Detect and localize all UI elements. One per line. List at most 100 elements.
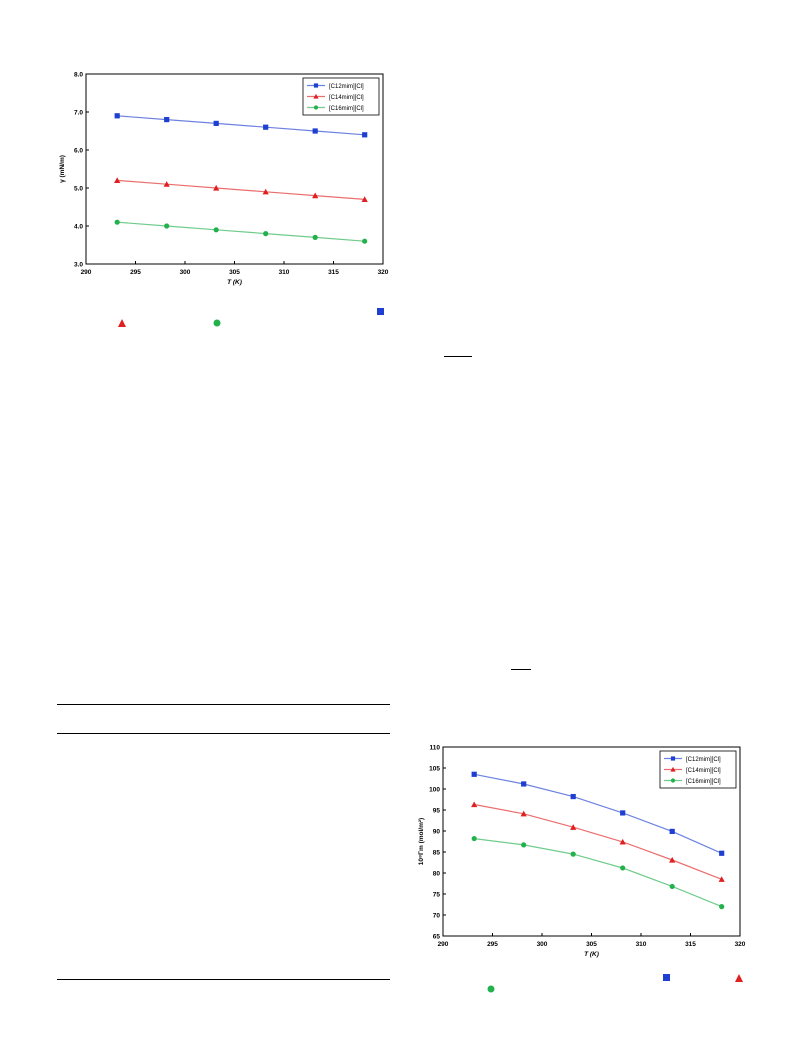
series-2 [471, 835, 725, 910]
series-0 [114, 113, 368, 138]
legend-marker [313, 105, 319, 110]
legend-marker [313, 83, 319, 88]
y-tick-label: 6.0 [74, 148, 83, 155]
series-2 [114, 219, 368, 244]
table-top-rule [57, 704, 390, 705]
x-tick-label: 315 [685, 941, 696, 948]
fraction-bar-2 [511, 669, 531, 670]
data-point [570, 824, 577, 830]
data-point [213, 120, 219, 126]
data-point [114, 219, 120, 225]
data-point [262, 188, 269, 195]
y-tick-label: 80 [433, 871, 441, 878]
y-tick-label: 65 [433, 934, 441, 941]
caption-triangle-icon-1 [118, 319, 126, 327]
data-point [361, 196, 368, 202]
data-point [114, 177, 121, 183]
data-point [719, 850, 725, 856]
data-point [620, 865, 626, 871]
legend-label: [C16mim][Cl] [329, 106, 364, 112]
caption-circle-icon-2 [487, 985, 495, 993]
y-tick-label: 85 [433, 850, 441, 857]
series-line [474, 773, 722, 854]
data-point [570, 793, 576, 800]
y-axis-label: 10⁸Γm (mol/m²) [418, 818, 425, 865]
y-tick-label: 70 [433, 913, 441, 920]
series-1 [114, 177, 368, 202]
data-point [164, 223, 170, 229]
y-tick-label: 8.0 [74, 72, 83, 79]
x-tick-label: 315 [328, 269, 339, 276]
series-1 [471, 801, 725, 882]
data-point [718, 876, 725, 882]
data-point [521, 842, 527, 848]
y-tick-label: 75 [433, 892, 441, 899]
caption-triangle-icon-2 [735, 974, 743, 982]
data-point [471, 801, 478, 808]
legend-marker [670, 756, 676, 761]
y-tick-label: 4.0 [74, 224, 83, 231]
data-point [521, 781, 527, 787]
data-point [362, 132, 368, 138]
data-point [719, 904, 725, 910]
series-line [474, 803, 722, 880]
y-tick-label: 7.0 [74, 110, 83, 117]
y-tick-label: 105 [429, 766, 440, 773]
series-line [117, 179, 365, 200]
y-tick-label: 110 [430, 745, 441, 752]
legend-marker [313, 93, 319, 99]
data-point [471, 835, 477, 842]
x-tick-label: 300 [180, 269, 191, 276]
y-tick-label: 5.0 [74, 186, 83, 193]
caption-circle-icon-1 [213, 319, 221, 327]
legend: [C12mim][Cl] [C14mim][Cl] [C16mim][Cl] [659, 750, 737, 789]
legend-label: [C12mim][Cl] [686, 757, 721, 763]
data-point [620, 810, 626, 816]
series-line [474, 838, 722, 908]
legend: [C12mim][Cl] [C14mim][Cl] [C16mim][Cl] [302, 77, 380, 116]
y-tick-label: 95 [433, 808, 441, 815]
data-point [312, 128, 318, 134]
x-tick-label: 290 [438, 941, 449, 948]
x-tick-label: 320 [378, 269, 389, 276]
data-point [114, 113, 120, 119]
x-tick-label: 310 [279, 269, 290, 276]
x-tick-label: 320 [735, 941, 746, 948]
data-point [362, 238, 368, 244]
caption-square-icon-2 [663, 974, 670, 981]
data-point [570, 851, 576, 857]
data-point [263, 124, 269, 130]
series-0 [471, 771, 725, 856]
legend-marker [670, 778, 676, 783]
y-tick-label: 3.0 [74, 262, 83, 269]
legend-label: [C12mim][Cl] [329, 84, 364, 90]
y-tick-label: 100 [429, 787, 440, 794]
data-point [619, 838, 626, 845]
fraction-bar-1 [444, 356, 472, 357]
table-bottom-rule [57, 979, 390, 980]
x-axis-label: T (K) [584, 951, 599, 958]
x-tick-label: 295 [487, 941, 498, 948]
x-tick-label: 305 [586, 941, 597, 948]
table-header-rule [57, 733, 390, 734]
surface-tension-chart: 290 295 300 305 310 315 320 3.0 4.0 5.0 6.0 7.0 8.0 T… [59, 72, 389, 287]
x-tick-label: 310 [636, 941, 647, 948]
data-point [163, 181, 170, 187]
data-point [312, 192, 319, 199]
data-point [471, 771, 477, 777]
y-tick-label: 90 [433, 829, 441, 836]
legend-label: [C14mim][Cl] [686, 768, 721, 774]
surface-excess-chart: 290 295 300 305 310 315 320 65 70 75 80 85 90 95 100 10… [418, 745, 746, 959]
series-line [117, 221, 365, 242]
x-tick-label: 295 [130, 269, 141, 276]
data-point [669, 828, 675, 835]
caption-square-icon-1 [377, 308, 384, 315]
data-point [669, 856, 676, 863]
y-axis-label: γ (mN/m) [59, 155, 66, 183]
x-axis-label: T (K) [227, 279, 242, 286]
data-point [312, 234, 318, 240]
legend-label: [C16mim][Cl] [686, 779, 721, 785]
legend-label: [C14mim][Cl] [329, 95, 364, 101]
data-point [263, 231, 269, 237]
data-point [213, 184, 220, 191]
